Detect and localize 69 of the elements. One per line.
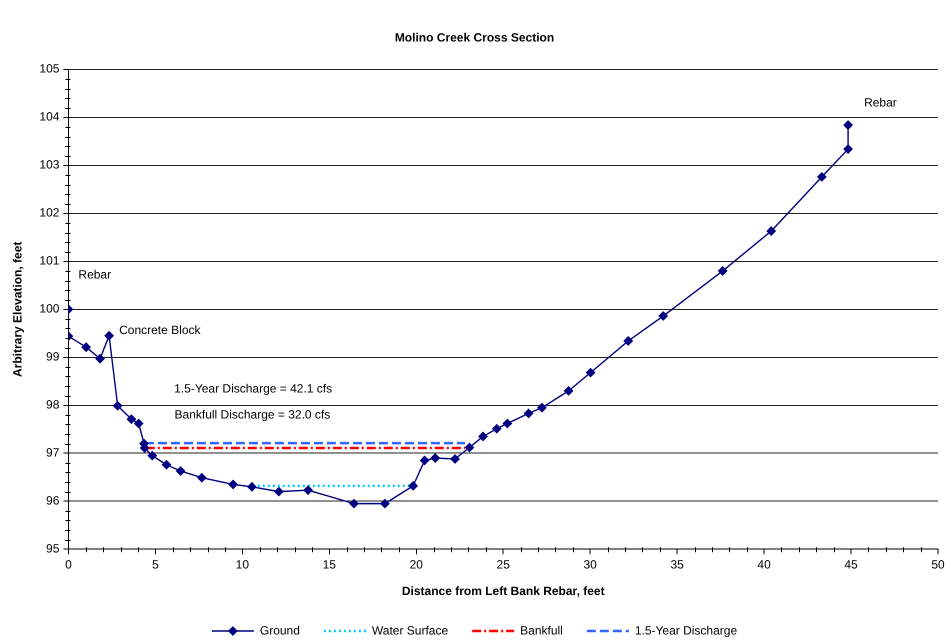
y-tick-label: 102 bbox=[39, 206, 60, 220]
x-tick-label: 5 bbox=[152, 558, 160, 572]
point bbox=[197, 473, 207, 482]
annotation: Concrete Block bbox=[119, 323, 202, 337]
legend-label: Water Surface bbox=[372, 623, 448, 638]
y-tick-label: 96 bbox=[46, 494, 60, 508]
y-tick-label: 99 bbox=[46, 350, 60, 364]
point bbox=[624, 336, 633, 346]
annotation: Rebar bbox=[78, 268, 112, 282]
annotation: Bankfull Discharge = 32.0 cfs bbox=[174, 407, 330, 422]
point bbox=[303, 485, 313, 495]
point bbox=[430, 453, 440, 463]
point bbox=[537, 402, 547, 412]
legend-label: 1.5-Year Discharge bbox=[634, 623, 738, 638]
point bbox=[843, 144, 853, 154]
x-tick-label: 35 bbox=[670, 558, 684, 572]
point bbox=[817, 172, 827, 182]
x-tick-label: 15 bbox=[322, 558, 336, 572]
legend-label: Ground bbox=[260, 623, 300, 638]
point bbox=[148, 450, 157, 460]
x-axis-title: Distance from Left Bank Rebar, feet bbox=[402, 584, 605, 598]
point bbox=[524, 408, 534, 418]
x-tick-label: 50 bbox=[931, 558, 945, 572]
point bbox=[126, 414, 136, 424]
point bbox=[658, 311, 668, 321]
point bbox=[766, 226, 776, 236]
point bbox=[274, 486, 284, 496]
x-tick-label: 10 bbox=[236, 558, 250, 572]
annotation: 1.5-Year Discharge = 42.1 cfs bbox=[174, 382, 332, 396]
point bbox=[162, 460, 172, 470]
point bbox=[176, 466, 186, 476]
y-tick-label: 101 bbox=[39, 254, 60, 268]
y-tick-label: 103 bbox=[39, 158, 60, 172]
annotation: Rebar bbox=[864, 95, 897, 110]
x-tick-label: 40 bbox=[757, 558, 772, 572]
point bbox=[228, 480, 238, 490]
y-tick-label: 105 bbox=[39, 62, 60, 76]
point bbox=[247, 482, 257, 492]
point bbox=[464, 442, 474, 452]
y-tick-label: 104 bbox=[39, 110, 60, 124]
point bbox=[349, 498, 359, 508]
point bbox=[95, 354, 105, 364]
point bbox=[112, 401, 122, 410]
x-tick-label: 30 bbox=[583, 558, 598, 572]
y-tick-label: 100 bbox=[39, 302, 60, 316]
x-tick-label: 20 bbox=[410, 558, 424, 572]
point bbox=[134, 418, 144, 428]
y-tick-label: 95 bbox=[46, 542, 60, 556]
point bbox=[478, 432, 488, 442]
point bbox=[408, 481, 418, 491]
point bbox=[718, 266, 728, 276]
point bbox=[564, 386, 574, 396]
y-tick-label: 98 bbox=[46, 398, 60, 412]
point bbox=[420, 456, 430, 466]
x-tick-label: 25 bbox=[496, 558, 510, 572]
y-axis-title: Arbitrary Elevation, feet bbox=[10, 242, 25, 377]
x-tick-label: 45 bbox=[844, 558, 858, 572]
legend-label: Bankfull bbox=[520, 623, 563, 638]
point bbox=[450, 454, 460, 464]
point bbox=[843, 120, 853, 130]
x-tick-label: 0 bbox=[65, 558, 72, 572]
chart-title: Molino Creek Cross Section bbox=[394, 30, 554, 45]
point bbox=[104, 330, 114, 340]
point bbox=[81, 342, 91, 352]
point bbox=[586, 368, 596, 378]
point bbox=[492, 424, 502, 434]
point bbox=[502, 418, 512, 428]
point bbox=[380, 498, 390, 508]
y-tick-label: 97 bbox=[46, 446, 60, 460]
